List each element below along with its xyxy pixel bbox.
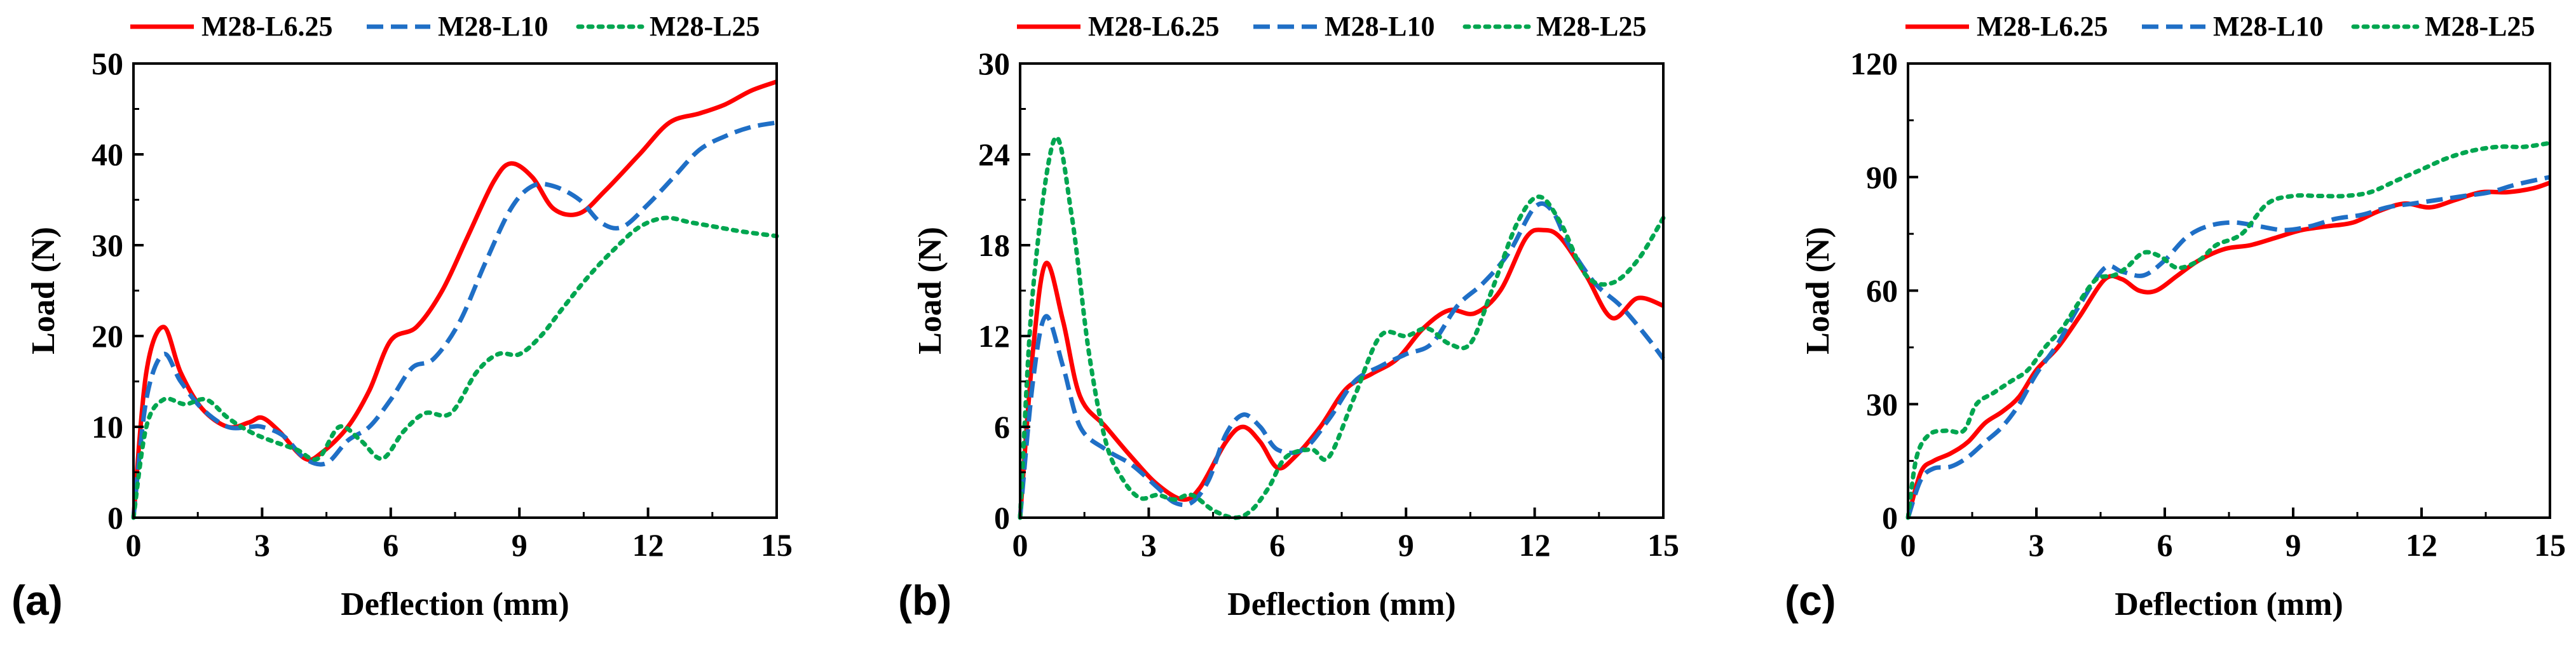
legend-label: M28-L25 xyxy=(2425,11,2535,42)
y-tick-label: 18 xyxy=(978,227,1010,263)
y-tick-label: 40 xyxy=(92,137,123,172)
y-axis-title: Load (N) xyxy=(912,227,948,354)
x-tick-label: 12 xyxy=(1519,527,1551,563)
series-line-m28-l25 xyxy=(1905,140,2552,520)
x-tick-label: 9 xyxy=(512,527,528,563)
x-tick-label: 9 xyxy=(2286,527,2301,563)
panel-label: (a) xyxy=(11,577,63,624)
x-tick-label: 0 xyxy=(126,527,142,563)
legend-label: M28-L25 xyxy=(650,11,760,42)
y-tick-label: 30 xyxy=(92,227,123,263)
legend-label: M28-L10 xyxy=(2213,11,2324,42)
series-line-m28-l10 xyxy=(1905,175,2551,519)
legend-label: M28-L6.25 xyxy=(1977,11,2108,42)
x-tick-label: 3 xyxy=(1141,527,1157,563)
y-tick-label: 6 xyxy=(994,409,1010,445)
x-tick-label: 15 xyxy=(761,527,793,563)
y-tick-label: 30 xyxy=(1866,386,1898,422)
legend: M28-L6.25 M28-L10 M28-L25 xyxy=(130,11,760,42)
series-line-m28-l10 xyxy=(1018,201,1665,518)
legend-label: M28-L6.25 xyxy=(1088,11,1220,42)
series-line-m28-l25 xyxy=(1018,135,1666,520)
x-tick-label: 3 xyxy=(254,527,270,563)
legend: M28-L6.25 M28-L10 M28-L25 xyxy=(1905,11,2535,42)
y-tick-label: 10 xyxy=(92,409,123,445)
y-tick-label: 12 xyxy=(978,318,1010,354)
y-axis-title: Load (N) xyxy=(1800,227,1836,354)
x-axis-title: Deflection (mm) xyxy=(1227,586,1456,622)
y-tick-label: 30 xyxy=(978,46,1010,81)
series-group xyxy=(1018,135,1666,520)
legend-label: M28-L6.25 xyxy=(201,11,333,42)
y-tick-label: 60 xyxy=(1866,273,1898,309)
series-line-m28-l6-25 xyxy=(1905,180,2551,518)
x-tick-label: 6 xyxy=(1269,527,1285,563)
y-tick-label: 120 xyxy=(1850,46,1898,81)
legend: M28-L6.25 M28-L10 M28-L25 xyxy=(1017,11,1647,42)
x-tick-label: 9 xyxy=(1398,527,1414,563)
y-tick-label: 0 xyxy=(107,500,123,535)
x-tick-label: 15 xyxy=(1647,527,1679,563)
series-group xyxy=(1905,140,2552,520)
chart-panel-2: 0 3 6 9 12 15 0 30 60 90 120 Deflection (mm) Load (N… xyxy=(1785,11,2566,624)
panel-label: (b) xyxy=(898,577,951,624)
x-tick-label: 0 xyxy=(1900,527,1916,563)
y-tick-label: 50 xyxy=(92,46,123,81)
legend-label: M28-L25 xyxy=(1536,11,1647,42)
x-axis-title: Deflection (mm) xyxy=(2115,586,2343,622)
x-tick-label: 6 xyxy=(2157,527,2173,563)
legend-label: M28-L10 xyxy=(1325,11,1435,42)
y-tick-label: 0 xyxy=(994,500,1010,535)
x-tick-label: 0 xyxy=(1012,527,1028,563)
y-tick-label: 0 xyxy=(1882,500,1898,535)
series-group xyxy=(131,79,779,520)
chart-panel-1: 0 3 6 9 12 15 0 6 12 18 24 30 Deflection (mm) Load (N… xyxy=(898,11,1679,624)
x-tick-label: 12 xyxy=(2406,527,2437,563)
series-line-m28-l6-25 xyxy=(1018,227,1665,518)
x-tick-label: 3 xyxy=(2029,527,2045,563)
x-tick-label: 6 xyxy=(383,527,399,563)
x-tick-label: 12 xyxy=(632,527,664,563)
chart-panel-0: 0 3 6 9 12 15 0 10 20 30 40 50 Deflection (mm) Load (… xyxy=(11,11,793,624)
legend-label: M28-L10 xyxy=(438,11,549,42)
panel-label: (c) xyxy=(1785,577,1836,624)
y-tick-label: 24 xyxy=(978,137,1010,172)
x-tick-label: 15 xyxy=(2534,527,2566,563)
y-tick-label: 20 xyxy=(92,318,123,354)
x-axis-title: Deflection (mm) xyxy=(341,586,569,622)
y-tick-label: 90 xyxy=(1866,159,1898,195)
series-line-m28-l25 xyxy=(131,215,779,520)
y-axis-title: Load (N) xyxy=(25,227,62,354)
series-line-m28-l10 xyxy=(131,120,777,518)
